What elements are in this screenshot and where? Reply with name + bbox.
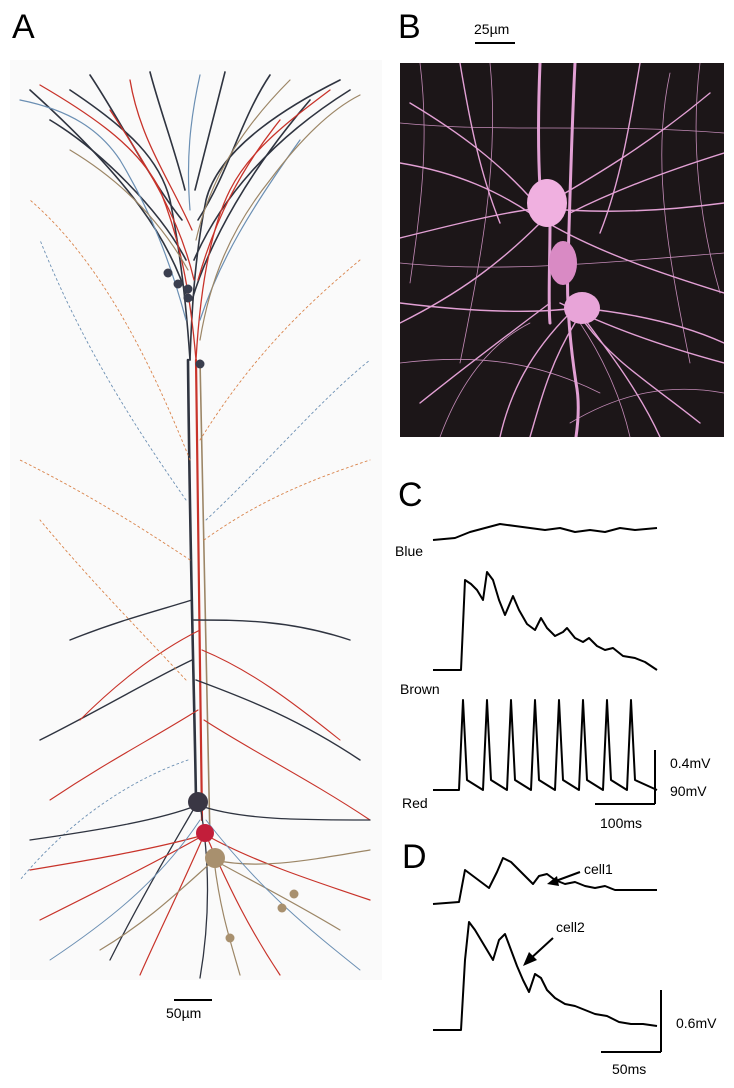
trace-cell1 bbox=[432, 857, 657, 905]
panel-b-scale-label: 25µm bbox=[474, 21, 510, 37]
panel-c-scale-voltage-small: 0.4mV bbox=[670, 755, 711, 771]
panel-d-voltage-traces bbox=[432, 857, 662, 1053]
panel-b-scale-bar bbox=[475, 42, 515, 44]
panel-label-d: D bbox=[402, 838, 427, 876]
panel-c-scale-time: 100ms bbox=[600, 815, 643, 831]
trace-label-brown: Brown bbox=[400, 681, 440, 697]
trace-label-red: Red bbox=[402, 795, 428, 811]
panel-d-traces bbox=[395, 840, 695, 1060]
cell1-arrowhead bbox=[547, 876, 559, 886]
panel-c-traces bbox=[395, 500, 695, 830]
cell2-arrowhead bbox=[523, 952, 537, 966]
panel-d-scale-time: 50ms bbox=[612, 1061, 647, 1077]
trace-blue bbox=[432, 523, 658, 541]
panel-a-scale-bar bbox=[174, 999, 212, 1001]
trace-red bbox=[433, 699, 658, 791]
trace-label-blue: Blue bbox=[395, 543, 424, 559]
cell1-label: cell1 bbox=[584, 861, 613, 877]
cell2-label: cell2 bbox=[556, 919, 585, 935]
trace-cell2 bbox=[433, 921, 658, 1031]
panel-label-b: B bbox=[398, 8, 421, 46]
panel-d-scale-voltage: 0.6mV bbox=[676, 1015, 717, 1031]
fluorescent-neurons-image bbox=[400, 63, 724, 437]
panel-label-a: A bbox=[12, 8, 35, 46]
trace-brown bbox=[433, 571, 658, 671]
panel-label-c: C bbox=[398, 476, 423, 514]
panel-c-voltage-traces bbox=[432, 523, 658, 805]
panel-b-micrograph bbox=[400, 63, 724, 437]
neuron-reconstruction-image bbox=[10, 60, 382, 980]
panel-a-neuron-reconstruction bbox=[10, 60, 382, 980]
panel-a-scale-label: 50µm bbox=[166, 1005, 202, 1021]
panel-c-scale-voltage-large: 90mV bbox=[670, 783, 707, 799]
